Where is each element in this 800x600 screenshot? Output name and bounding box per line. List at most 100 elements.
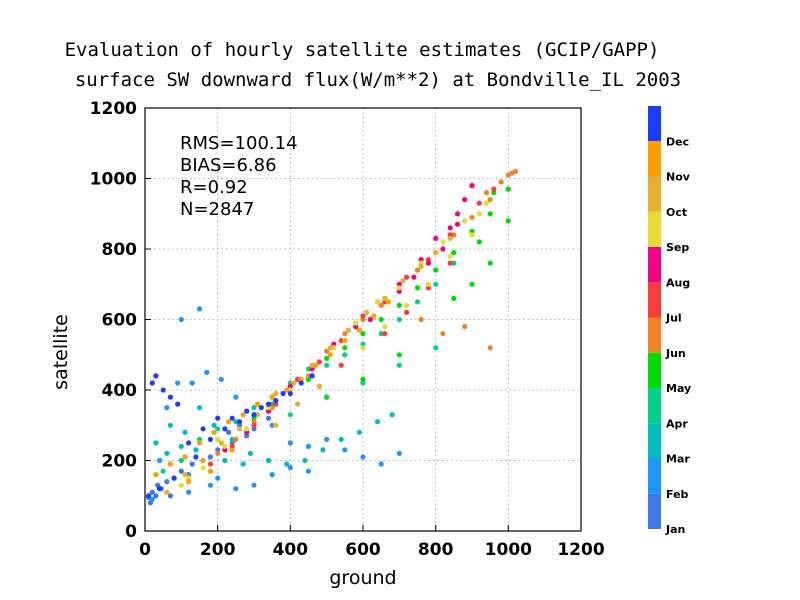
data-point (222, 443, 228, 449)
data-point (487, 260, 493, 266)
data-point (255, 401, 261, 407)
data-point (215, 475, 221, 481)
y-tick-label: 200 (102, 452, 138, 472)
data-point (251, 405, 257, 411)
series-jul (207, 186, 497, 467)
data-point (425, 260, 431, 266)
data-point (265, 415, 272, 421)
data-point (175, 380, 181, 386)
data-point (160, 387, 166, 393)
legend-label: Apr (666, 417, 688, 430)
data-point (218, 440, 224, 446)
data-point (487, 211, 493, 217)
data-point (196, 306, 203, 312)
legend-swatch-oct (648, 176, 661, 212)
data-point (240, 412, 246, 418)
data-point (222, 426, 228, 432)
legend-swatch-may (648, 352, 661, 388)
y-tick-label: 0 (125, 522, 137, 542)
legend-swatch-dec (648, 106, 661, 142)
data-point (280, 390, 286, 397)
data-point (360, 331, 366, 337)
data-point (447, 225, 453, 231)
legend-swatch-apr (648, 388, 661, 424)
data-point (356, 327, 362, 333)
data-point (396, 352, 402, 358)
data-point (251, 419, 257, 425)
legend-label: Nov (666, 171, 691, 184)
series-may (251, 186, 511, 421)
data-point (265, 457, 272, 464)
data-point (295, 376, 301, 382)
x-tick-label: 600 (345, 540, 381, 560)
data-point (240, 461, 246, 467)
data-point (469, 214, 475, 220)
data-point (433, 249, 439, 256)
data-point (320, 447, 326, 453)
series-mar (153, 405, 395, 467)
legend-label: Oct (666, 206, 687, 219)
data-point (153, 373, 159, 379)
data-point (251, 422, 257, 428)
data-point (207, 436, 213, 442)
data-point (167, 461, 173, 467)
data-point (153, 440, 159, 446)
data-point (233, 394, 239, 400)
data-points (146, 168, 519, 506)
y-tick-label: 800 (102, 240, 138, 260)
data-point (207, 468, 213, 474)
data-point (483, 190, 490, 196)
chart-subtitle: surface SW downward flux(W/m**2) at Bond… (75, 69, 681, 91)
data-point (229, 415, 235, 421)
data-point (342, 352, 348, 358)
data-point (313, 362, 319, 368)
data-point (236, 419, 243, 425)
data-point (269, 472, 275, 478)
data-point (451, 232, 457, 238)
data-point (316, 359, 322, 365)
data-point (273, 390, 279, 397)
data-point (367, 316, 373, 323)
data-point (305, 373, 312, 379)
data-point (404, 302, 410, 308)
legend-label: Jan (665, 523, 685, 536)
legend-swatch-aug (648, 247, 661, 283)
data-point (462, 197, 468, 203)
data-point (204, 369, 210, 375)
stat-line: RMS=100.14 (180, 133, 298, 154)
data-point (483, 200, 490, 206)
data-point (182, 472, 188, 478)
data-point (175, 401, 181, 407)
data-point (342, 447, 348, 453)
data-point (509, 170, 515, 176)
legend-label: May (666, 382, 691, 395)
data-point (269, 405, 275, 411)
data-point (462, 218, 468, 224)
data-point (451, 260, 457, 266)
data-point (382, 295, 388, 301)
data-point (440, 239, 446, 245)
data-point (287, 390, 293, 397)
data-point (414, 285, 421, 291)
data-point (342, 338, 348, 344)
data-point (149, 489, 155, 495)
data-point (360, 313, 366, 319)
data-point (309, 366, 315, 372)
data-point (200, 426, 206, 432)
data-point (476, 239, 482, 245)
data-point (338, 338, 344, 344)
data-point (396, 362, 402, 368)
data-point (226, 429, 232, 435)
data-point (167, 493, 173, 499)
data-point (258, 405, 264, 411)
data-point (389, 412, 395, 418)
legend-label: Jun (665, 347, 686, 360)
data-point (226, 419, 232, 425)
x-tick-label: 1000 (485, 540, 532, 560)
data-point (189, 461, 195, 467)
y-axis-label: satellite (50, 314, 72, 390)
data-point (447, 235, 453, 241)
data-point (345, 327, 352, 333)
